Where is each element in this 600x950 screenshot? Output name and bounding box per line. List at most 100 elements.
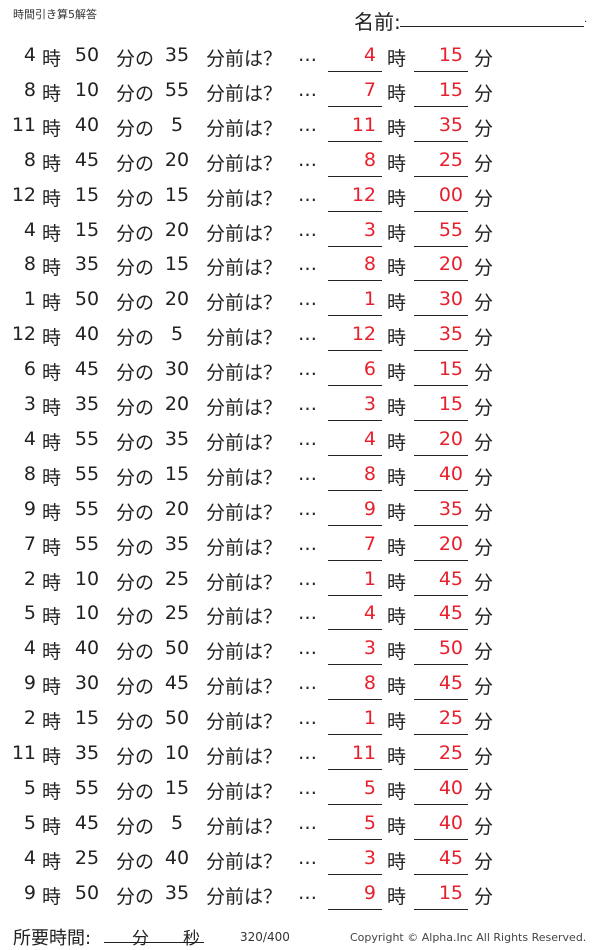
answer-hour-field[interactable] <box>328 734 382 736</box>
answer-minute-field[interactable] <box>414 803 468 805</box>
minute-of-label: 分の <box>116 606 155 629</box>
ellipsis: … <box>298 148 317 171</box>
answer-minute: 40 <box>438 811 463 834</box>
answer-hour-field[interactable] <box>328 524 382 526</box>
answer-minute-field[interactable] <box>414 838 468 840</box>
answer-minute-field[interactable] <box>414 908 468 910</box>
time-taken-field[interactable] <box>104 942 204 943</box>
ellipsis: … <box>298 78 317 101</box>
start-hour: 8 <box>23 78 36 101</box>
hour-label: 時 <box>42 885 62 908</box>
answer-minute-field[interactable] <box>414 175 468 177</box>
answer-hour-field[interactable] <box>328 769 382 770</box>
start-hour: 7 <box>23 532 36 555</box>
answer-hour-field[interactable] <box>328 838 382 840</box>
ellipsis: … <box>298 567 317 590</box>
answer-hour-field[interactable] <box>328 71 382 72</box>
hour-label: 時 <box>42 746 62 768</box>
minute-of-label: 分の <box>116 676 155 699</box>
answer-minute-field[interactable] <box>414 245 468 247</box>
hour-label: 時 <box>42 431 62 454</box>
answer-minute-label: 分 <box>474 187 494 210</box>
minutes-before-label: 分前は？ <box>206 362 283 385</box>
answer-minute-field[interactable] <box>414 489 468 491</box>
answer-hour-field[interactable] <box>328 350 382 352</box>
answer-minute-field[interactable] <box>414 315 468 317</box>
answer-hour-label: 時 <box>387 152 407 175</box>
subtract-minutes: 35 <box>164 44 190 66</box>
problem-row: 8 時 45 分の 20 分前は？… 8 時 25 分 <box>0 149 600 179</box>
hour-label: 時 <box>42 815 62 838</box>
start-hour: 2 <box>23 707 36 730</box>
answer-minute-field[interactable] <box>414 454 468 456</box>
answer-minute-field[interactable] <box>414 594 468 596</box>
subtract-minutes: 10 <box>164 742 190 764</box>
start-minute: 40 <box>74 323 100 346</box>
answer-hour-field[interactable] <box>328 280 382 282</box>
answer-hour-label: 時 <box>387 397 407 419</box>
start-minute: 45 <box>74 811 100 834</box>
answer-hour-field[interactable] <box>328 873 382 875</box>
problem-row: 5 時 45 分の 5 分前は？… 5 時 40 分 <box>0 812 600 842</box>
answer-minute-field[interactable] <box>414 873 468 875</box>
answer-hour-field[interactable] <box>328 699 382 701</box>
answer-minute-field[interactable] <box>414 385 468 387</box>
answer-hour-field[interactable] <box>328 594 382 596</box>
ellipsis: … <box>298 532 317 555</box>
answer-minute-field[interactable] <box>414 524 468 526</box>
answer-hour-field[interactable] <box>328 210 382 212</box>
start-minute: 50 <box>74 44 100 66</box>
answer-hour-field[interactable] <box>328 105 382 107</box>
answer-minute-label: 分 <box>474 292 494 315</box>
answer-minute-field[interactable] <box>414 71 468 72</box>
answer-minute-field[interactable] <box>414 350 468 352</box>
name-field[interactable] <box>400 26 584 27</box>
answer-hour-field[interactable] <box>328 175 382 177</box>
answer-minute-field[interactable] <box>414 420 468 421</box>
answer-hour-field[interactable] <box>328 559 382 561</box>
start-minute: 25 <box>74 846 100 869</box>
answer-hour: 5 <box>363 776 376 799</box>
answer-minute-label: 分 <box>474 431 494 454</box>
answer-hour-field[interactable] <box>328 315 382 317</box>
answer-hour-label: 時 <box>387 222 407 245</box>
answer-hour-label: 時 <box>387 431 407 454</box>
answer-hour-field[interactable] <box>328 385 382 387</box>
answer-hour-label: 時 <box>387 327 407 350</box>
answer-hour: 12 <box>351 183 376 206</box>
minute-of-label: 分の <box>116 501 155 524</box>
answer-minute-field[interactable] <box>414 559 468 561</box>
problem-row: 3 時 35 分の 20 分前は？… 3 時 15 分 <box>0 393 600 423</box>
answer-hour-field[interactable] <box>328 908 382 910</box>
answer-minute-label: 分 <box>474 48 494 70</box>
answer-minute-field[interactable] <box>414 280 468 282</box>
answer-hour-field[interactable] <box>328 454 382 456</box>
answer-hour-field[interactable] <box>328 420 382 421</box>
minutes-before-label: 分前は？ <box>206 815 283 838</box>
minute-of-label: 分の <box>116 780 155 803</box>
answer-hour: 9 <box>363 881 376 904</box>
minute-of-label: 分の <box>116 815 155 838</box>
hour-label: 時 <box>42 222 62 245</box>
answer-minute-field[interactable] <box>414 629 468 631</box>
answer-minute-field[interactable] <box>414 769 468 770</box>
answer-minute-field[interactable] <box>414 140 468 142</box>
start-hour: 4 <box>23 218 36 241</box>
answer-minute-field[interactable] <box>414 699 468 701</box>
answer-minute-field[interactable] <box>414 734 468 736</box>
answer-minute-field[interactable] <box>414 210 468 212</box>
answer-hour-field[interactable] <box>328 489 382 491</box>
answer-minute-field[interactable] <box>414 664 468 666</box>
subtract-minutes: 5 <box>170 323 184 346</box>
answer-hour-field[interactable] <box>328 245 382 247</box>
answer-hour-field[interactable] <box>328 140 382 142</box>
problem-row: 5 時 55 分の 15 分前は？… 5 時 40 分 <box>0 777 600 807</box>
answer-hour-field[interactable] <box>328 803 382 805</box>
answer-minute-field[interactable] <box>414 105 468 107</box>
start-hour: 9 <box>23 672 36 695</box>
minutes-before-label: 分前は？ <box>206 850 283 873</box>
answer-hour: 8 <box>363 672 376 695</box>
answer-hour: 12 <box>351 323 376 346</box>
answer-hour-field[interactable] <box>328 664 382 666</box>
answer-hour-field[interactable] <box>328 629 382 631</box>
